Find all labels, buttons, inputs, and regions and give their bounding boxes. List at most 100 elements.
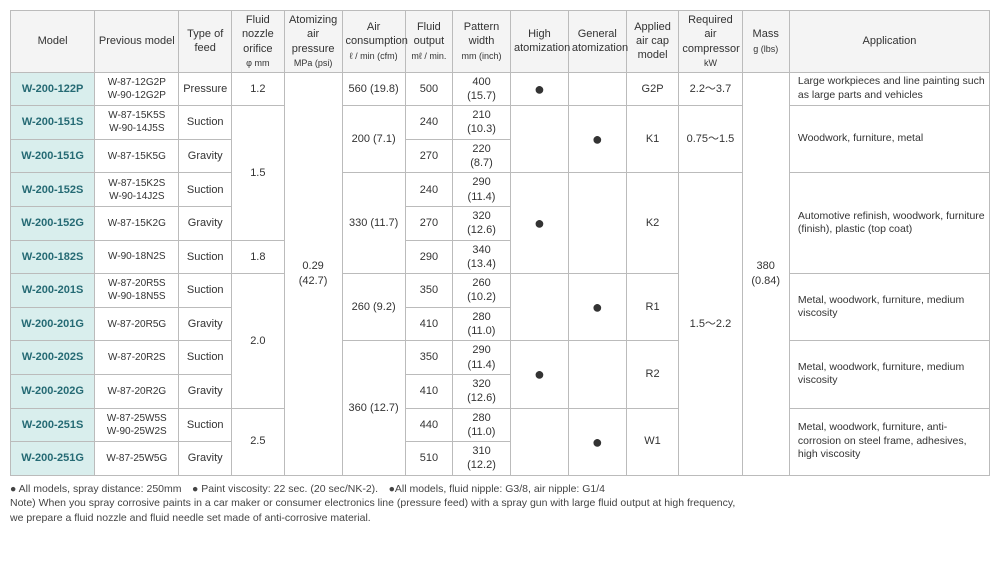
gen-cell [568,173,626,274]
table-row: W-200-201S W-87-20R5SW-90-18N5S Suction … [11,274,990,308]
prev-cell: W-87-15K5G [95,139,179,173]
aircons-cell: 560 (19.8) [342,72,405,106]
cap-cell: W1 [626,408,679,475]
feed-cell: Pressure [179,72,232,106]
pattern-cell: 340(13.4) [453,240,511,274]
aircons-cell: 200 (7.1) [342,106,405,173]
prev-cell: W-87-20R2S [95,341,179,375]
orifice-cell: 1.5 [232,106,285,240]
fluidout-cell: 270 [405,139,452,173]
feed-cell: Suction [179,408,232,442]
fluidout-cell: 240 [405,106,452,140]
pattern-cell: 260(10.2) [453,274,511,308]
model-cell: W-200-202G [11,374,95,408]
th-prev: Previous model [95,11,179,73]
model-cell: W-200-182S [11,240,95,274]
prev-cell: W-87-12G2PW-90-12G2P [95,72,179,106]
prev-cell: W-87-15K2SW-90-14J2S [95,173,179,207]
prev-cell: W-87-25W5SW-90-25W2S [95,408,179,442]
high-cell: ● [510,341,568,408]
prev-cell: W-87-25W5G [95,442,179,476]
feed-cell: Suction [179,274,232,308]
th-comp: Required air compressorkW [679,11,742,73]
th-model: Model [11,11,95,73]
th-pattern: Pattern widthmm (inch) [453,11,511,73]
fluidout-cell: 410 [405,307,452,341]
prev-cell: W-87-15K2G [95,206,179,240]
pattern-cell: 320(12.6) [453,206,511,240]
fluidout-cell: 440 [405,408,452,442]
th-mass: Massg (lbs) [742,11,789,73]
table-row: W-200-122P W-87-12G2PW-90-12G2P Pressure… [11,72,990,106]
high-cell: ● [510,72,568,106]
prev-cell: W-87-15K5SW-90-14J5S [95,106,179,140]
cap-cell: R2 [626,341,679,408]
pattern-cell: 280(11.0) [453,307,511,341]
spec-table: Model Previous model Type of feed Fluid … [10,10,990,476]
app-cell: Automotive refinish, woodwork, furniture… [789,173,989,274]
model-cell: W-200-152G [11,206,95,240]
high-cell [510,274,568,341]
th-cap: Applied air cap model [626,11,679,73]
orifice-cell: 2.5 [232,408,285,475]
comp-cell: 1.5～2.2 [679,173,742,475]
cap-cell: G2P [626,72,679,106]
aircons-cell: 360 (12.7) [342,341,405,475]
app-cell: Large workpieces and line painting such … [789,72,989,106]
feed-cell: Suction [179,240,232,274]
fluidout-cell: 350 [405,274,452,308]
table-row: W-200-152S W-87-15K2SW-90-14J2S Suction … [11,173,990,207]
table-row: W-200-251S W-87-25W5SW-90-25W2S Suction … [11,408,990,442]
footnote-line: we prepare a fluid nozzle and fluid need… [10,511,990,526]
gen-cell: ● [568,274,626,341]
th-aircons: Air consumptionℓ / min (cfm) [342,11,405,73]
th-gen: General atomization [568,11,626,73]
aircons-cell: 330 (11.7) [342,173,405,274]
model-cell: W-200-202S [11,341,95,375]
fluidout-cell: 510 [405,442,452,476]
atom-cell: 0.29(42.7) [284,72,342,475]
feed-cell: Gravity [179,442,232,476]
th-orifice: Fluid nozzle orificeφ mm [232,11,285,73]
app-cell: Metal, woodwork, furniture, anti-corrosi… [789,408,989,475]
model-cell: W-200-152S [11,173,95,207]
cap-cell: K2 [626,173,679,274]
th-app: Application [789,11,989,73]
fluidout-cell: 270 [405,206,452,240]
footnote-line: Note) When you spray corrosive paints in… [10,496,990,511]
comp-cell: 0.75～1.5 [679,106,742,173]
model-cell: W-200-122P [11,72,95,106]
fluidout-cell: 410 [405,374,452,408]
feed-cell: Gravity [179,307,232,341]
feed-cell: Gravity [179,374,232,408]
gen-cell [568,341,626,408]
pattern-cell: 400(15.7) [453,72,511,106]
table-row: W-200-202S W-87-20R2S Suction 360 (12.7)… [11,341,990,375]
feed-cell: Gravity [179,206,232,240]
model-cell: W-200-201S [11,274,95,308]
app-cell: Metal, woodwork, furniture, medium visco… [789,274,989,341]
app-cell: Metal, woodwork, furniture, medium visco… [789,341,989,408]
high-cell [510,408,568,475]
cap-cell: K1 [626,106,679,173]
pattern-cell: 220(8.7) [453,139,511,173]
footnote-line: ● All models, spray distance: 250mm ● Pa… [10,482,990,497]
model-cell: W-200-151S [11,106,95,140]
feed-cell: Suction [179,106,232,140]
gen-cell: ● [568,408,626,475]
th-high: High atomization [510,11,568,73]
high-cell [510,106,568,173]
pattern-cell: 210(10.3) [453,106,511,140]
orifice-cell: 1.8 [232,240,285,274]
th-fluidout: Fluid outputmℓ / min. [405,11,452,73]
pattern-cell: 290(11.4) [453,341,511,375]
app-cell: Woodwork, furniture, metal [789,106,989,173]
orifice-cell: 2.0 [232,274,285,408]
comp-cell: 2.2～3.7 [679,72,742,106]
model-cell: W-200-151G [11,139,95,173]
fluidout-cell: 240 [405,173,452,207]
footnotes: ● All models, spray distance: 250mm ● Pa… [10,482,990,526]
header-row: Model Previous model Type of feed Fluid … [11,11,990,73]
mass-cell: 380(0.84) [742,72,789,475]
prev-cell: W-87-20R5G [95,307,179,341]
